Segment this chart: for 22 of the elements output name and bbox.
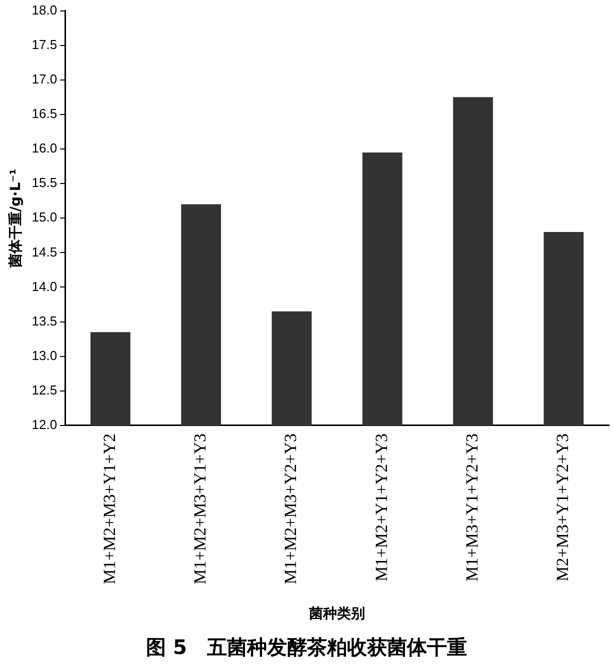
y-tick-label: 14.0 <box>32 278 58 294</box>
y-tick-label: 17.0 <box>32 71 58 86</box>
y-tick-label: 13.0 <box>32 348 58 363</box>
y-tick-label: 17.5 <box>32 36 58 52</box>
x-tick-label: M1+M2+M3+Y1+Y2 <box>100 433 119 584</box>
y-tick-label: 15.5 <box>32 175 58 190</box>
y-tick-label: 16.0 <box>32 140 58 156</box>
y-tick-label: 12.0 <box>32 417 58 432</box>
y-tick-label: 14.5 <box>32 244 58 260</box>
y-axis-title: 菌体干重/g·L⁻¹ <box>8 168 24 269</box>
y-tick-label: 18.0 <box>32 2 58 18</box>
x-tick-label: M1+M2+Y1+Y2+Y3 <box>372 433 391 582</box>
text: 图 5 五菌种发酵茶粕收获菌体干重 <box>146 635 467 660</box>
y-tick-label: 12.5 <box>32 382 58 398</box>
y-tick-label: 13.5 <box>32 313 58 328</box>
x-tick-label: M1+M3+Y1+Y2+Y3 <box>462 433 482 582</box>
x-tick-label: M1+M2+M3+Y2+Y3 <box>281 433 300 584</box>
x-tick-label: M1+M2+M3+Y1+Y3 <box>190 433 210 584</box>
y-tick-label: 15.0 <box>32 210 58 225</box>
y-tick-label: 16.5 <box>32 106 58 122</box>
x-axis-title: 菌种类别 <box>308 606 366 622</box>
x-tick-label: M2+M3+Y1+Y2+Y3 <box>553 433 572 582</box>
